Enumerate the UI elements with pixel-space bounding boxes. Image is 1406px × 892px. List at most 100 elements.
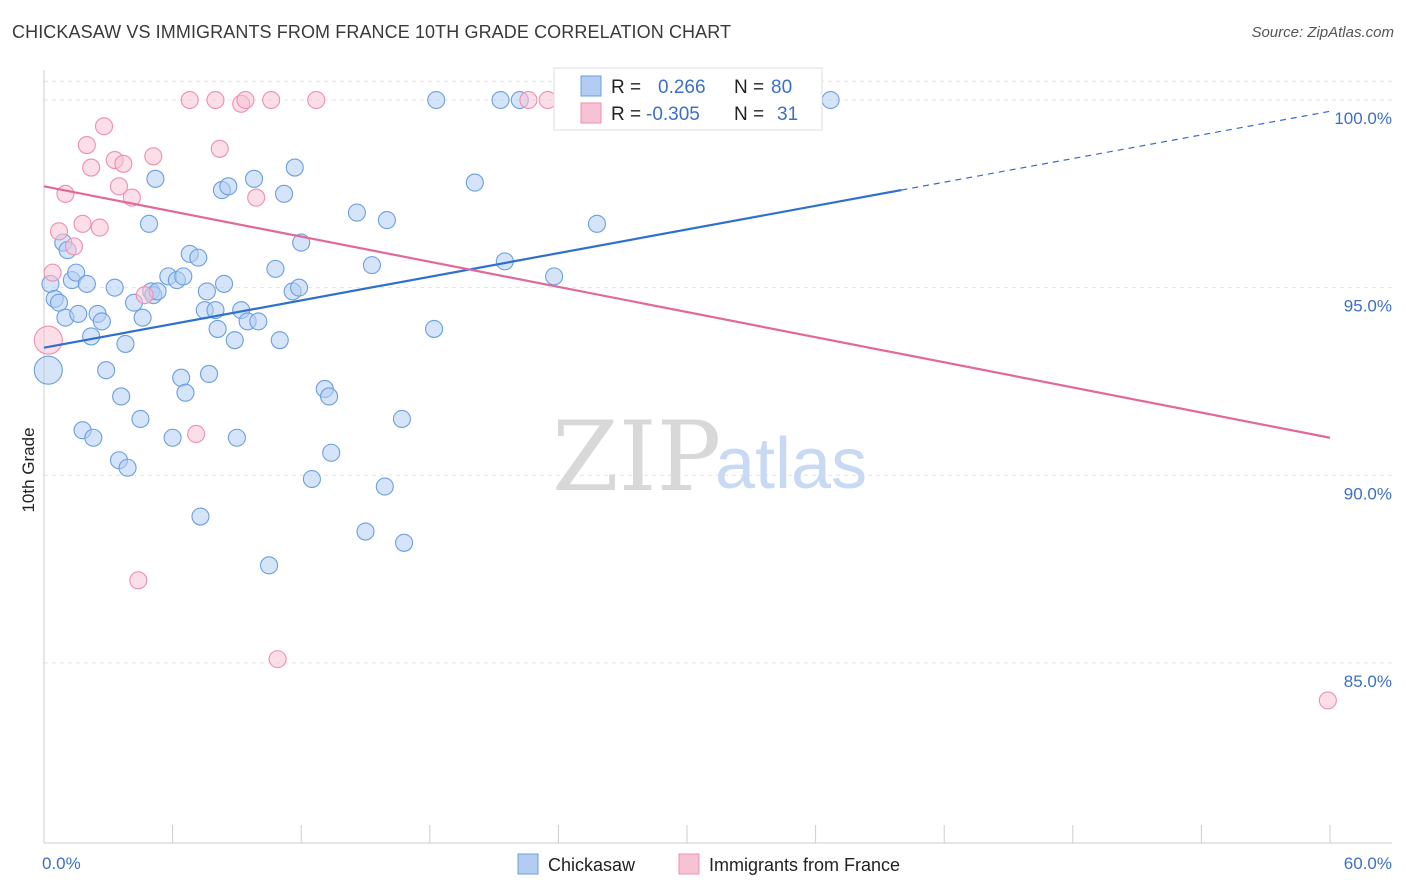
- chickasaw-point-67: [362, 256, 381, 275]
- chickasaw-point-64: [322, 443, 341, 462]
- france-trend-line: [43, 185, 1331, 439]
- axes: [43, 70, 1392, 844]
- france-point-25: [268, 650, 287, 669]
- legend-r-value-1: -0.305: [646, 104, 700, 125]
- chickasaw-point-40: [197, 282, 216, 301]
- chickasaw-point-65: [347, 203, 366, 222]
- chickasaw-point-78: [545, 267, 564, 286]
- chickasaw-point-8: [67, 263, 86, 282]
- bottom-legend-swatch-chickasaw: [517, 853, 539, 875]
- chickasaw-point-80: [821, 90, 840, 110]
- y-tick-label-2: 95.0%: [1344, 297, 1392, 316]
- bottom-legend: Chickasaw Immigrants from France: [517, 853, 900, 875]
- chickasaw-point-12: [82, 327, 101, 346]
- chickasaw-point-34: [174, 267, 193, 286]
- x-tick-label-0: 0.0%: [42, 854, 81, 873]
- chickasaw-point-51: [244, 169, 264, 188]
- legend-n-label-0: N =: [734, 77, 764, 98]
- france-point-5: [73, 214, 92, 233]
- bottom-legend-label-france: Immigrants from France: [709, 855, 900, 875]
- france-point-15: [135, 286, 154, 305]
- chickasaw-point-38: [191, 507, 210, 526]
- chickasaw-point-71: [395, 533, 414, 552]
- chickasaw-point-79: [587, 214, 607, 233]
- chickasaw-point-31: [163, 428, 182, 447]
- chickasaw-point-9: [69, 304, 88, 323]
- bottom-legend-swatch-france: [678, 853, 700, 875]
- france-point-24: [262, 90, 281, 110]
- chickasaw-point-45: [214, 274, 234, 293]
- france-point-12: [114, 154, 133, 173]
- chickasaw-point-73: [427, 90, 446, 110]
- chickasaw-point-0: [33, 355, 63, 385]
- chickasaw-point-33: [172, 368, 191, 387]
- france-point-23: [247, 188, 266, 207]
- chart-source: Source: ZipAtlas.com: [1251, 24, 1394, 41]
- y-axis-label: 10th Grade: [19, 427, 38, 512]
- chickasaw-point-66: [356, 522, 375, 541]
- legend-r-label-1: R =: [611, 104, 641, 125]
- france-point-2: [49, 222, 69, 241]
- chickasaw-point-74: [465, 173, 484, 192]
- legend-swatch-france: [580, 102, 602, 124]
- y-tick-label-3: 100.0%: [1334, 109, 1392, 128]
- legend-r-label-0: R =: [611, 77, 641, 98]
- chickasaw-point-15: [92, 312, 111, 331]
- chickasaw-point-24: [133, 308, 152, 327]
- chickasaw-point-16: [97, 361, 116, 380]
- chickasaw-point-35: [176, 383, 195, 402]
- chickasaw-point-53: [259, 556, 279, 575]
- legend-swatch-chickasaw: [580, 75, 602, 97]
- chickasaw-point-47: [225, 331, 244, 350]
- france-point-6: [77, 135, 96, 155]
- chickasaw-point-61: [302, 469, 321, 489]
- chickasaw-point-28: [146, 169, 165, 188]
- chickasaw-point-55: [270, 331, 289, 350]
- france-point-7: [82, 158, 101, 177]
- chickasaw-point-68: [375, 477, 394, 496]
- x-tick-label-1: 60.0%: [1344, 854, 1392, 873]
- chickasaw-point-41: [199, 364, 219, 383]
- chickasaw-point-48: [227, 428, 246, 447]
- france-point-17: [180, 90, 199, 110]
- chickasaw-point-72: [425, 319, 444, 338]
- chickasaw-point-20: [116, 334, 135, 353]
- chickasaw-trend-line: [43, 188, 902, 349]
- bottom-legend-label-chickasaw: Chickasaw: [548, 855, 636, 875]
- france-point-30: [1318, 691, 1337, 710]
- chickasaw-point-19: [112, 387, 131, 406]
- france-point-27: [519, 90, 538, 110]
- chickasaw-point-59: [290, 278, 309, 297]
- chickasaw-point-3: [49, 293, 69, 312]
- chickasaw-point-17: [105, 278, 124, 297]
- chickasaw-point-11: [77, 274, 96, 293]
- chickasaw-point-75: [491, 90, 510, 110]
- x-tick-labels: 0.0% 60.0%: [42, 854, 1392, 873]
- chickasaw-point-21: [118, 458, 137, 477]
- france-point-8: [90, 218, 109, 237]
- france-point-26: [307, 90, 326, 110]
- chickasaw-point-25: [139, 214, 159, 233]
- chickasaw-point-69: [377, 211, 396, 230]
- grid-lines: [44, 80, 1392, 664]
- france-point-0: [33, 325, 63, 355]
- france-point-22: [236, 90, 255, 110]
- france-point-9: [94, 117, 114, 136]
- chickasaw-point-46: [219, 177, 238, 196]
- france-point-3: [56, 184, 75, 203]
- trend-lines: [43, 110, 1331, 439]
- france-point-16: [144, 147, 163, 166]
- chickasaw-point-52: [249, 312, 268, 331]
- france-point-11: [109, 177, 129, 196]
- france-point-19: [206, 90, 225, 110]
- y-tick-labels: 85.0% 90.0% 95.0% 100.0%: [1334, 109, 1392, 691]
- chickasaw-point-58: [285, 158, 304, 177]
- chickasaw-point-56: [275, 184, 294, 203]
- chickasaw-point-54: [266, 259, 285, 278]
- y-tick-label-0: 85.0%: [1344, 672, 1392, 691]
- france-point-14: [129, 571, 148, 590]
- chickasaw-point-63: [320, 387, 339, 406]
- y-tick-label-1: 90.0%: [1344, 484, 1392, 503]
- legend-n-label-1: N =: [734, 104, 764, 125]
